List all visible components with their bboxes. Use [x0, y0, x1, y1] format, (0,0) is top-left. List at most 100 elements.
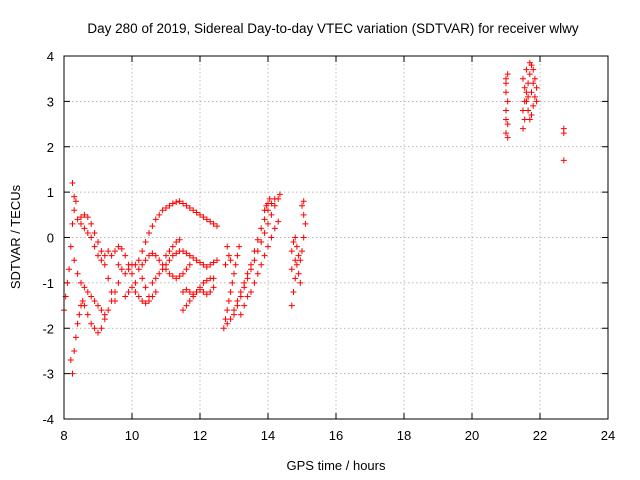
- data-point: [292, 234, 299, 241]
- data-point: [302, 220, 309, 227]
- data-point: [98, 325, 105, 332]
- data-point: [232, 261, 239, 268]
- data-point: [139, 261, 146, 268]
- data-point: [503, 89, 509, 96]
- data-point: [241, 279, 248, 286]
- data-point: [523, 89, 530, 96]
- data-point: [183, 250, 190, 257]
- data-point: [64, 279, 71, 286]
- data-point: [261, 229, 268, 236]
- data-point: [297, 279, 304, 286]
- data-point: [227, 257, 234, 264]
- data-point: [115, 279, 122, 286]
- data-point: [88, 293, 95, 300]
- data-point: [115, 243, 122, 250]
- data-point: [225, 252, 232, 259]
- data-point: [526, 71, 533, 78]
- data-point: [146, 298, 152, 305]
- x-tick-label: 8: [60, 428, 67, 443]
- data-point: [105, 275, 112, 282]
- data-point: [293, 243, 300, 250]
- data-point: [503, 80, 509, 87]
- data-point: [293, 261, 300, 268]
- data-point: [112, 288, 118, 295]
- data-point: [74, 216, 81, 223]
- y-tick-label: -3: [42, 367, 54, 382]
- data-point: [203, 291, 210, 298]
- data-point: [91, 298, 98, 305]
- data-point: [169, 273, 176, 280]
- data-point: [290, 288, 297, 295]
- data-point: [203, 216, 210, 223]
- chart-title: Day 280 of 2019, Sidereal Day-to-day VTE…: [87, 21, 578, 36]
- data-point: [78, 214, 84, 221]
- data-point: [156, 257, 163, 264]
- data-point: [200, 261, 207, 268]
- data-point: [528, 89, 535, 96]
- data-point: [214, 257, 220, 264]
- data-point: [525, 93, 532, 100]
- data-point: [95, 302, 101, 309]
- data-point: [180, 200, 186, 207]
- data-point: [74, 270, 81, 277]
- data-point: [176, 273, 183, 280]
- data-point: [265, 243, 271, 250]
- data-point: [292, 257, 299, 264]
- data-point: [173, 250, 180, 257]
- data-point: [299, 248, 305, 255]
- data-point: [152, 216, 159, 223]
- data-point: [523, 98, 530, 105]
- data-point: [533, 84, 540, 91]
- data-point: [88, 234, 95, 241]
- data-point: [190, 207, 197, 214]
- data-point: [203, 263, 210, 270]
- data-point: [251, 257, 258, 264]
- data-point: [251, 248, 258, 255]
- data-point: [290, 239, 297, 246]
- data-point: [163, 205, 169, 212]
- data-point: [146, 252, 152, 259]
- data-point: [224, 320, 231, 327]
- data-point: [156, 270, 163, 277]
- data-point: [129, 270, 135, 277]
- data-point: [95, 252, 101, 259]
- data-point: [108, 252, 115, 259]
- data-point: [149, 293, 156, 300]
- data-point: [254, 270, 261, 277]
- data-point: [173, 199, 180, 206]
- data-point: [169, 243, 176, 250]
- data-point: [520, 107, 526, 114]
- data-point: [159, 207, 166, 214]
- data-point: [98, 257, 105, 264]
- data-point: [288, 248, 295, 255]
- data-point: [79, 298, 86, 305]
- y-tick-label: 1: [47, 185, 54, 200]
- data-point: [139, 298, 146, 305]
- data-point: [271, 202, 278, 209]
- data-point: [69, 180, 76, 187]
- data-point: [234, 298, 241, 305]
- data-point: [142, 300, 149, 307]
- data-point: [142, 257, 149, 264]
- data-point: [176, 198, 183, 205]
- y-tick-label: -2: [42, 321, 54, 336]
- x-tick-label: 16: [329, 428, 343, 443]
- data-point: [105, 248, 112, 255]
- data-point: [129, 284, 135, 291]
- data-point: [139, 275, 146, 282]
- y-tick-labels: -4 -3 -2 -1 0 1 2 3 4: [42, 49, 54, 427]
- data-point: [139, 248, 146, 255]
- data-point: [78, 279, 84, 286]
- x-tick-label: 20: [465, 428, 479, 443]
- data-point: [300, 198, 307, 205]
- data-point: [72, 198, 79, 205]
- data-point: [159, 266, 166, 273]
- data-point: [234, 252, 241, 259]
- data-point: [193, 257, 200, 264]
- data-point: [132, 279, 139, 286]
- data-point: [142, 239, 149, 246]
- data-point: [88, 220, 95, 227]
- data-point: [503, 107, 509, 114]
- data-point: [222, 316, 229, 323]
